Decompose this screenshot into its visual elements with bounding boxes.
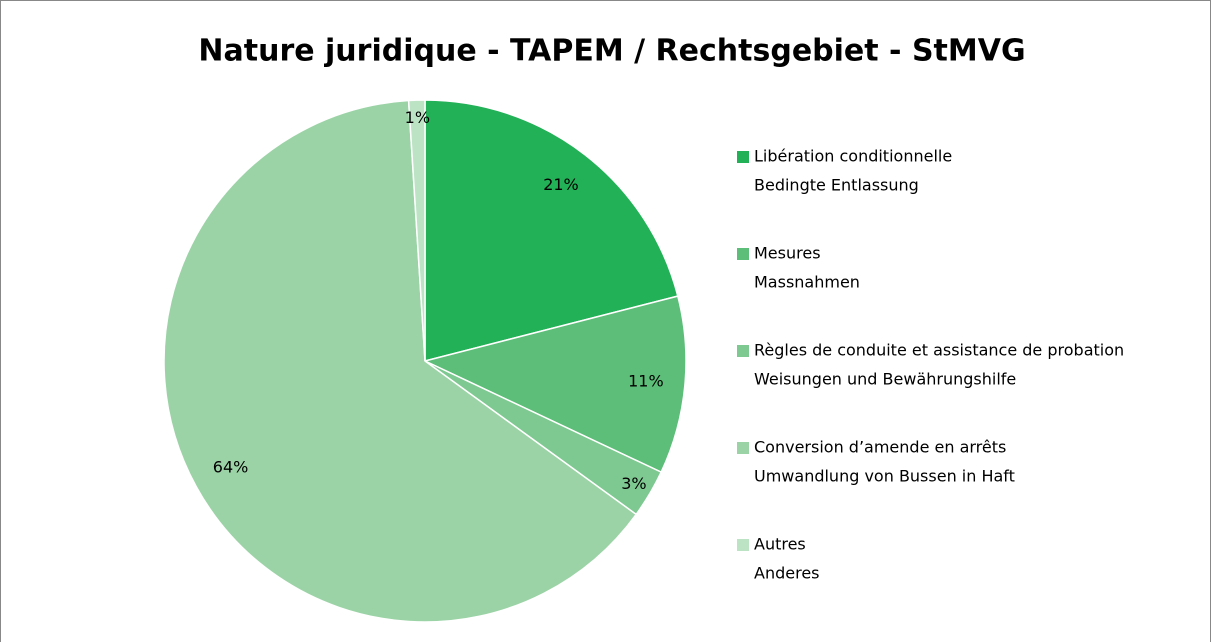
legend-label: Weisungen und Bewährungshilfe [754,370,1016,389]
legend-swatch [737,151,749,163]
legend-label: Umwandlung von Bussen in Haft [754,467,1015,486]
legend-label: Massnahmen [754,273,860,292]
value-label: 3% [621,474,646,493]
legend-label: Règles de conduite et assistance de prob… [754,341,1124,360]
pie-slice [424,99,679,362]
legend-label: Mesures [754,244,821,263]
legend-swatch [737,248,749,260]
legend-swatch [737,539,749,551]
legend-label: Bedingte Entlassung [754,176,919,195]
pie-slice [422,295,687,474]
legend-swatch [737,345,749,357]
legend-label: Autres [754,535,806,554]
value-label: 11% [628,371,664,390]
legend-label: Libération conditionnelle [754,147,952,166]
value-label: 21% [543,175,579,194]
pie-slice [407,99,426,362]
legend-swatch [737,442,749,454]
legend-label: Conversion d’amende en arrêts [754,438,1006,457]
legend-label: Anderes [754,564,820,583]
value-label: 1% [405,108,430,127]
value-label: 64% [213,457,249,476]
chart-title: Nature juridique - TAPEM / Rechtsgebiet … [198,34,1025,69]
pie-slice [163,99,638,623]
